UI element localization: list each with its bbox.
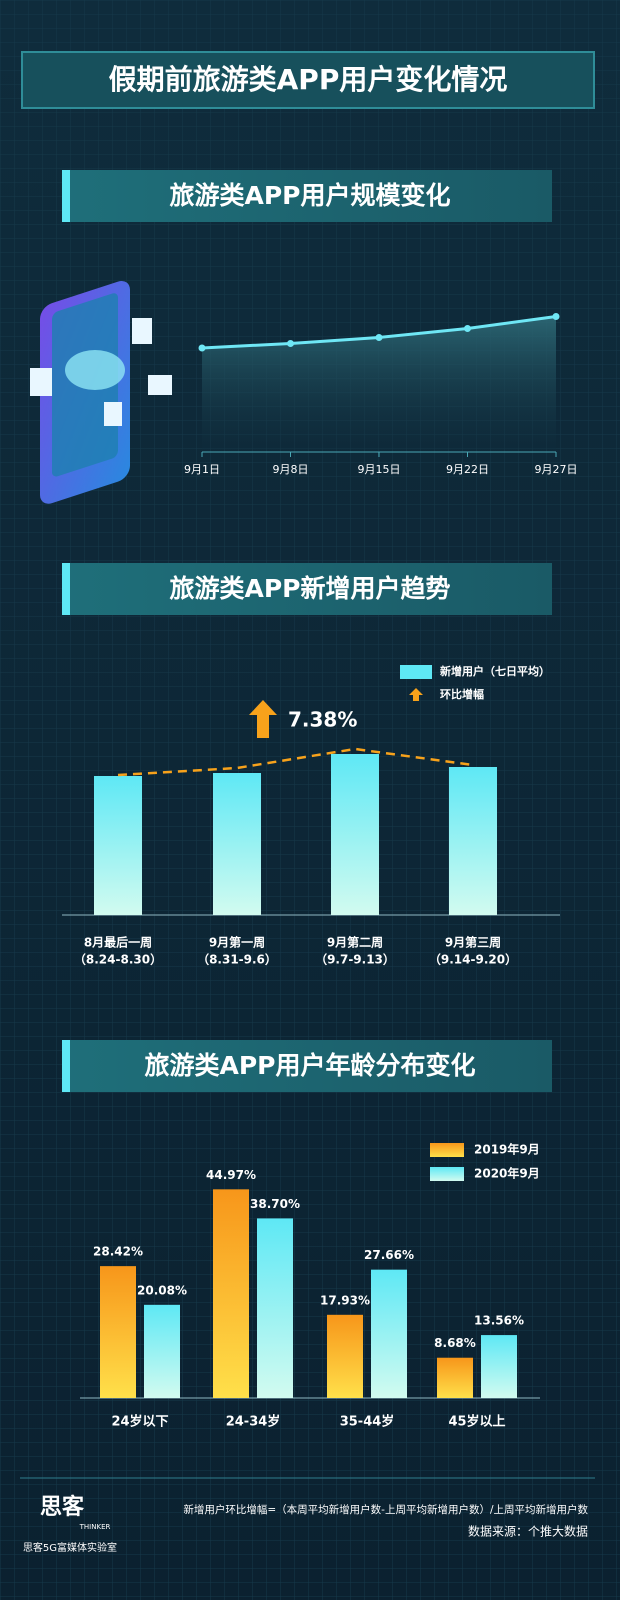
point (198, 344, 206, 352)
legend-label: 2019年9月 (474, 1142, 540, 1157)
x-tick-label: 9月27日 (535, 463, 578, 476)
x-tick-label: 9月1日 (184, 463, 220, 476)
legend-label: 新增用户（七日平均） (440, 664, 550, 678)
bar (371, 1269, 407, 1398)
logo-sub: THINKER (79, 1523, 111, 1531)
legend-label: 环比增幅 (440, 687, 484, 701)
x-tick-sublabel: （8.31-9.6） (197, 952, 277, 967)
annotation-arrow (249, 700, 277, 738)
x-tick-label: 45岁以上 (448, 1414, 505, 1430)
x-tick-label: 9月第二周 (327, 935, 383, 950)
x-tick-label: 35-44岁 (340, 1414, 395, 1430)
section-title: 旅游类APP用户年龄分布变化 (145, 1051, 476, 1080)
bar (94, 776, 142, 915)
bar (213, 1189, 249, 1398)
banner-accent (62, 170, 70, 222)
section-banner (62, 563, 552, 615)
x-tick-label: 9月22日 (446, 463, 489, 476)
bar (100, 1266, 136, 1398)
value-label: 38.70% (250, 1197, 300, 1211)
section-title: 旅游类APP用户规模变化 (170, 181, 451, 210)
banner-accent (62, 1040, 70, 1092)
value-label: 17.93% (320, 1293, 370, 1307)
x-tick-label: 9月15日 (358, 463, 401, 476)
point (287, 340, 294, 347)
bar (213, 773, 261, 915)
phone-illustration (30, 281, 172, 504)
footer-note: 新增用户环比增幅=（本周平均新增用户数-上周平均新增用户数）/上周平均新增用户数 (183, 1503, 588, 1516)
legend-swatch (430, 1167, 464, 1181)
value-label: 44.97% (206, 1168, 256, 1182)
x-tick-label: 24-34岁 (226, 1414, 281, 1430)
legend-swatch (400, 665, 432, 679)
x-tick-label: 24岁以下 (111, 1414, 168, 1430)
x-tick-label: 8月最后一周 (84, 935, 152, 950)
value-label: 28.42% (93, 1245, 143, 1259)
x-tick-label: 9月第三周 (445, 935, 501, 950)
bar (437, 1357, 473, 1398)
bar (331, 754, 379, 915)
value-label: 8.68% (434, 1336, 476, 1350)
bar (144, 1304, 180, 1398)
area (202, 316, 556, 450)
legend-arrow (409, 688, 423, 701)
banner-accent (62, 563, 70, 615)
x-tick-sublabel: （9.14-9.20） (429, 952, 517, 967)
section-title: 旅游类APP新增用户趋势 (170, 574, 451, 603)
point (464, 325, 471, 332)
bar (257, 1218, 293, 1398)
point (375, 334, 383, 341)
section-banner (62, 170, 552, 222)
x-tick-sublabel: （9.7-9.13） (315, 952, 395, 967)
title-box (21, 51, 595, 109)
point (552, 313, 560, 320)
legend-swatch (430, 1143, 464, 1157)
x-tick-label: 9月8日 (273, 463, 309, 476)
page-title: 假期前旅游类APP用户变化情况 (109, 63, 508, 96)
logo: 思客 (40, 1494, 85, 1520)
value-label: 13.56% (474, 1314, 524, 1328)
annotation: 7.38% (288, 708, 357, 732)
bar (449, 767, 497, 915)
legend-label: 2020年9月 (474, 1166, 540, 1181)
footer-source: 数据来源：个推大数据 (468, 1524, 588, 1539)
bar (481, 1335, 517, 1398)
value-label: 27.66% (364, 1248, 414, 1262)
org-name: 思客5G富媒体实验室 (23, 1541, 117, 1554)
value-label: 20.08% (137, 1283, 187, 1297)
x-tick-label: 9月第一周 (209, 935, 265, 950)
section-banner (62, 1040, 552, 1092)
x-tick-sublabel: （8.24-8.30） (74, 952, 162, 967)
bar (327, 1314, 363, 1398)
